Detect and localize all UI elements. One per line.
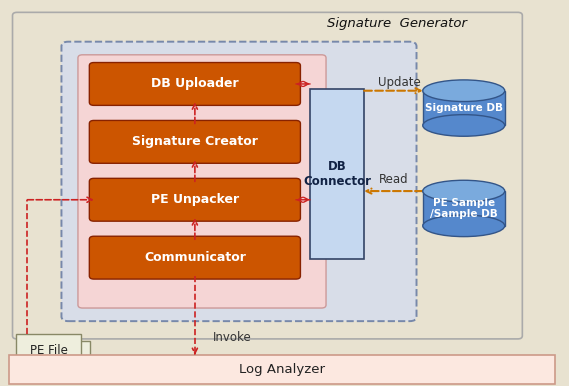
FancyBboxPatch shape	[13, 12, 522, 339]
FancyBboxPatch shape	[89, 236, 300, 279]
Bar	[24, 341, 90, 374]
FancyBboxPatch shape	[61, 42, 417, 321]
Text: Log Analyzer: Log Analyzer	[238, 363, 325, 376]
FancyBboxPatch shape	[89, 120, 300, 163]
Bar	[16, 334, 81, 367]
Ellipse shape	[423, 215, 505, 237]
Text: PE Sample
/Sample DB: PE Sample /Sample DB	[430, 198, 498, 219]
FancyBboxPatch shape	[89, 178, 300, 221]
Text: PE File: PE File	[30, 344, 68, 357]
Text: Invoke: Invoke	[213, 331, 252, 344]
Bar	[9, 355, 555, 384]
FancyBboxPatch shape	[78, 55, 326, 308]
Text: Communicator: Communicator	[144, 251, 246, 264]
Bar	[423, 191, 505, 226]
Text: Signature  Generator: Signature Generator	[327, 17, 467, 30]
Text: Signature Creator: Signature Creator	[132, 135, 258, 148]
Text: DB Uploader: DB Uploader	[151, 78, 238, 90]
Bar	[310, 89, 364, 259]
Text: DB
Connector: DB Connector	[303, 160, 371, 188]
Ellipse shape	[423, 115, 505, 136]
Text: PE Unpacker: PE Unpacker	[151, 193, 239, 206]
Ellipse shape	[423, 180, 505, 202]
Ellipse shape	[423, 80, 505, 102]
Text: Update: Update	[378, 76, 421, 90]
Text: Read: Read	[378, 173, 408, 186]
Text: Signature DB: Signature DB	[424, 103, 503, 113]
FancyBboxPatch shape	[89, 63, 300, 105]
Bar	[423, 91, 505, 125]
